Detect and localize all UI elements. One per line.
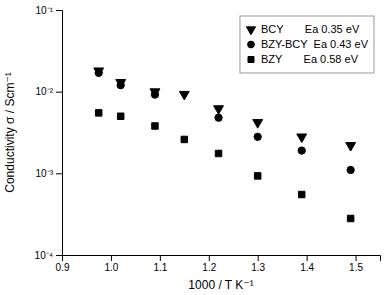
tick-mark [356, 255, 357, 261]
legend-label: BZY Ea 0.58 eV [261, 53, 359, 65]
tick-mark [56, 173, 62, 174]
point [150, 89, 160, 98]
tick-label: 1.0 [104, 262, 118, 273]
tick-mark [56, 255, 62, 256]
tick-label: 1.4 [300, 262, 314, 273]
point [181, 136, 187, 142]
y-axis: 10⁻⁴ 10⁻³ 10⁻² 10⁻¹ [35, 5, 63, 261]
point [347, 166, 354, 173]
legend-symbol [248, 57, 254, 63]
tick: 10⁻¹ [36, 5, 62, 16]
tick-label: 10⁻³ [36, 168, 54, 179]
tick-mark [56, 10, 62, 11]
tick-label: 10⁻¹ [36, 5, 54, 16]
plot: 0.9 1.0 1.1 1.2 1.3 1.4 1.5 10⁻⁴ 10⁻³ 10⁻² 10⁻¹ BCY… [35, 5, 381, 273]
tick: 10⁻⁴ [35, 250, 62, 261]
tick: 0.9 [56, 255, 70, 273]
legend-label: BCY Ea 0.35 eV [261, 23, 360, 35]
tick-mark [56, 92, 62, 93]
point [215, 114, 222, 121]
point [95, 110, 101, 116]
tick: 10⁻³ [36, 168, 62, 179]
tick-mark [258, 255, 259, 261]
tick: 1.5 [349, 255, 363, 273]
point [214, 106, 224, 115]
tick-mark [307, 255, 308, 261]
legend-label: BZY-BCY Ea 0.43 eV [261, 38, 369, 50]
point [346, 143, 356, 152]
tick: 1.0 [104, 255, 118, 273]
series [94, 68, 356, 151]
point [254, 173, 260, 179]
point [95, 69, 102, 76]
tick-label: 1.2 [202, 262, 216, 273]
legend-symbol [246, 27, 255, 35]
tick: 1.4 [300, 255, 314, 273]
tick: 1.3 [251, 255, 265, 273]
tick-label: 0.9 [56, 262, 70, 273]
chart: 0.9 1.0 1.1 1.2 1.3 1.4 1.5 10⁻⁴ 10⁻³ 10⁻² 10⁻¹ BCY… [0, 0, 392, 295]
axis-line [63, 256, 381, 262]
point [117, 113, 123, 119]
tick-label: 1.5 [349, 262, 363, 273]
legend-symbol [248, 41, 255, 48]
series [95, 110, 353, 222]
point [297, 134, 307, 143]
point [347, 215, 353, 221]
axis-line [56, 11, 63, 256]
tick-mark [160, 255, 161, 261]
tick: 1.2 [202, 255, 216, 273]
tick-label: 10⁻² [36, 86, 54, 97]
tick-label: 1.3 [251, 262, 265, 273]
x-axis-title: 1000 / T K⁻¹ [188, 278, 253, 292]
point [254, 133, 261, 140]
point [151, 91, 158, 98]
tick-label: 10⁻⁴ [35, 250, 53, 261]
series [95, 69, 354, 173]
tick: 10⁻² [36, 86, 62, 97]
legend-box [240, 16, 374, 73]
point [253, 120, 263, 129]
tick-mark [111, 255, 112, 261]
x-axis: 0.9 1.0 1.1 1.2 1.3 1.4 1.5 [56, 255, 381, 273]
point [215, 150, 221, 156]
point [117, 82, 124, 89]
point [116, 80, 126, 89]
points [94, 68, 356, 222]
point [152, 123, 158, 129]
tick: 1.1 [153, 255, 167, 273]
point [94, 68, 104, 77]
tick-label: 1.1 [153, 262, 167, 273]
tick-mark [209, 255, 210, 261]
legend: BCY Ea 0.35 eV BZY-BCY Ea 0.43 eV BZY Ea 0… [240, 16, 374, 73]
point [298, 191, 304, 197]
point [298, 147, 305, 154]
point [179, 91, 189, 100]
y-axis-title: Conductivity σ / Scm⁻¹ [3, 72, 17, 192]
